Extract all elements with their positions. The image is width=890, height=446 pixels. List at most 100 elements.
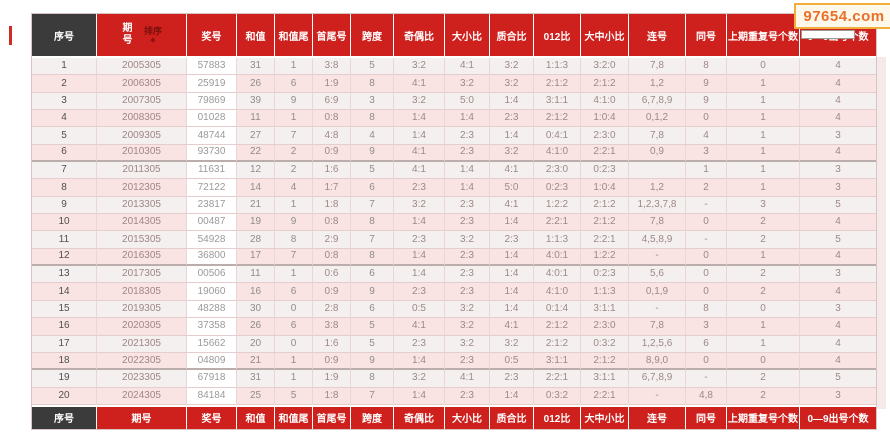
cell-first-last: 0:8 <box>313 214 351 232</box>
cell-prize-number: 23817 <box>187 196 237 215</box>
table-body: 1 2005305 57883 31 1 3:8 5 3:2 4:1 3:2 1:1:3 3:2:0 7… <box>32 58 876 405</box>
cell-same-number: 9 <box>686 75 727 93</box>
cell-first-last: 0:9 <box>313 144 351 163</box>
cell-same-number: 3 <box>686 144 727 163</box>
cell-same-number: 8 <box>686 58 727 76</box>
header-serial: 序号 <box>32 404 97 429</box>
cell-big-small-ratio: 2:3 <box>445 144 490 163</box>
cell-digit-count: 4 <box>800 283 876 301</box>
cell-sum: 14 <box>237 179 275 197</box>
cell-sum-tail: 1 <box>275 352 313 371</box>
cell-odd-even-ratio: 4:1 <box>394 144 445 163</box>
watermark-text: 97654.com <box>803 7 885 25</box>
cell-big-small-ratio: 2:3 <box>445 196 490 215</box>
cell-serial: 4 <box>32 110 97 128</box>
table-row: 9 2013305 23817 21 1 1:8 7 3:2 2:3 4:1 1:2:2 2:1:2 1… <box>32 196 876 215</box>
cell-big-mid-small-ratio: 1:0:4 <box>581 179 629 197</box>
cell-prime-composite-ratio: 3:2 <box>490 335 534 353</box>
cell-sum: 28 <box>237 231 275 249</box>
cell-digit-count: 4 <box>800 352 876 371</box>
cell-sum-tail: 7 <box>275 127 313 145</box>
cell-odd-even-ratio: 4:1 <box>394 75 445 93</box>
cell-consecutive-numbers: 1,2 <box>629 75 686 93</box>
cell-big-small-ratio: 1:4 <box>445 179 490 197</box>
cell-big-mid-small-ratio: 1:1:3 <box>581 283 629 301</box>
cell-sum: 19 <box>237 214 275 232</box>
cell-consecutive-numbers: 4,5,8,9 <box>629 231 686 249</box>
period-label: 期号 <box>122 23 133 46</box>
header-first-last: 首尾号 <box>313 14 351 58</box>
table-header: 序号 期号 排序 ◆ 奖号 和值 和值尾 首尾号 跨度 奇偶比 大小比 质合比 012比 大中小比 连号 同号… <box>32 14 876 58</box>
header-prime-composite-ratio: 质合比 <box>490 404 534 429</box>
cell-sum: 21 <box>237 352 275 371</box>
watermark-link[interactable]: 97654.com <box>794 3 890 29</box>
cell-big-small-ratio: 2:3 <box>445 248 490 267</box>
cell-sum-tail: 6 <box>275 75 313 93</box>
cell-big-small-ratio: 3:2 <box>445 300 490 319</box>
header-same-number: 同号 <box>686 14 727 58</box>
cell-odd-even-ratio: 1:4 <box>394 248 445 267</box>
cell-big-mid-small-ratio: 2:3:0 <box>581 127 629 145</box>
cell-sum: 11 <box>237 110 275 128</box>
header-big-mid-small-ratio: 大中小比 <box>581 14 629 58</box>
tooltip-fragment <box>801 30 855 39</box>
cell-consecutive-numbers <box>629 162 686 180</box>
table-row: 7 2011305 11631 12 2 1:6 5 4:1 1:4 4:1 2:3:0 0:2:3 1… <box>32 162 876 180</box>
cell-sum-tail: 9 <box>275 214 313 232</box>
cell-zero-one-two-ratio: 2:1:2 <box>534 335 581 353</box>
cell-prime-composite-ratio: 3:2 <box>490 58 534 76</box>
cell-odd-even-ratio: 2:3 <box>394 179 445 197</box>
cell-same-number: 9 <box>686 92 727 111</box>
cell-same-number: 4,8 <box>686 387 727 405</box>
cell-big-small-ratio: 2:3 <box>445 352 490 371</box>
cell-sum-tail: 1 <box>275 370 313 388</box>
cell-sum: 22 <box>237 144 275 163</box>
cell-consecutive-numbers: 6,7,8,9 <box>629 370 686 388</box>
cell-digit-count: 4 <box>800 335 876 353</box>
header-big-mid-small-ratio: 大中小比 <box>581 404 629 429</box>
cell-prev-repeat-count: 1 <box>727 179 800 197</box>
cell-prime-composite-ratio: 1:4 <box>490 283 534 301</box>
cell-digit-count: 3 <box>800 387 876 405</box>
cell-period: 2017305 <box>97 266 187 284</box>
cell-prime-composite-ratio: 1:4 <box>490 300 534 319</box>
cell-big-mid-small-ratio: 4:1:0 <box>581 92 629 111</box>
cell-span: 6 <box>351 179 394 197</box>
cell-prev-repeat-count: 0 <box>727 58 800 76</box>
cell-odd-even-ratio: 1:4 <box>394 110 445 128</box>
cell-prev-repeat-count: 1 <box>727 110 800 128</box>
cell-prev-repeat-count: 1 <box>727 127 800 145</box>
cell-period: 2023305 <box>97 370 187 388</box>
cell-big-mid-small-ratio: 3:1:1 <box>581 370 629 388</box>
cell-prime-composite-ratio: 4:1 <box>490 196 534 215</box>
header-consecutive-numbers: 连号 <box>629 404 686 429</box>
cell-first-last: 3:8 <box>313 58 351 76</box>
cell-prize-number: 36800 <box>187 248 237 267</box>
table-footer: 序号 期号 奖号 和值 和值尾 首尾号 跨度 奇偶比 大小比 质合比 012比 大中小比 连号 同号 上期重… <box>32 404 876 429</box>
table-row: 13 2017305 00506 11 1 0:6 6 1:4 2:3 1:4 4:0:1 0:2:3… <box>32 266 876 284</box>
sort-control[interactable]: 排序 ◆ <box>143 25 162 44</box>
cell-zero-one-two-ratio: 2:1:2 <box>534 110 581 128</box>
cell-first-last: 1:7 <box>313 179 351 197</box>
cell-first-last: 0:9 <box>313 283 351 301</box>
cell-big-mid-small-ratio: 1:0:4 <box>581 110 629 128</box>
header-prize-number: 奖号 <box>187 404 237 429</box>
header-big-small-ratio: 大小比 <box>445 404 490 429</box>
cell-prime-composite-ratio: 4:1 <box>490 318 534 336</box>
cell-same-number: - <box>686 231 727 249</box>
header-odd-even-ratio: 奇偶比 <box>394 404 445 429</box>
cell-digit-count: 3 <box>800 300 876 319</box>
cell-consecutive-numbers: 1,2 <box>629 179 686 197</box>
sort-label: 排序 <box>143 25 162 36</box>
cell-consecutive-numbers: 0,1,9 <box>629 283 686 301</box>
cell-big-small-ratio: 2:3 <box>445 127 490 145</box>
cell-first-last: 0:8 <box>313 110 351 128</box>
cell-digit-count: 4 <box>800 75 876 93</box>
cell-span: 5 <box>351 335 394 353</box>
cell-zero-one-two-ratio: 2:2:1 <box>534 214 581 232</box>
cell-same-number: 3 <box>686 318 727 336</box>
cell-period: 2013305 <box>97 196 187 215</box>
cell-period: 2020305 <box>97 318 187 336</box>
header-prev-repeat-count: 上期重复号个数 <box>727 14 800 58</box>
cell-prev-repeat-count: 2 <box>727 283 800 301</box>
